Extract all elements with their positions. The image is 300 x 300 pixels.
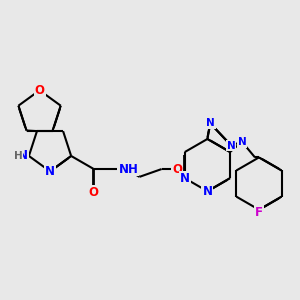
- Text: F: F: [255, 206, 263, 219]
- Text: O: O: [89, 186, 99, 199]
- Text: N: N: [18, 149, 28, 163]
- Text: N: N: [180, 172, 190, 185]
- Text: N: N: [238, 137, 246, 147]
- Text: N: N: [227, 140, 236, 151]
- Text: N: N: [206, 118, 215, 128]
- Text: N: N: [45, 165, 55, 178]
- Text: O: O: [172, 163, 182, 176]
- Text: NH: NH: [118, 163, 139, 176]
- Text: H: H: [14, 151, 22, 161]
- Text: N: N: [202, 185, 212, 198]
- Text: O: O: [34, 84, 45, 97]
